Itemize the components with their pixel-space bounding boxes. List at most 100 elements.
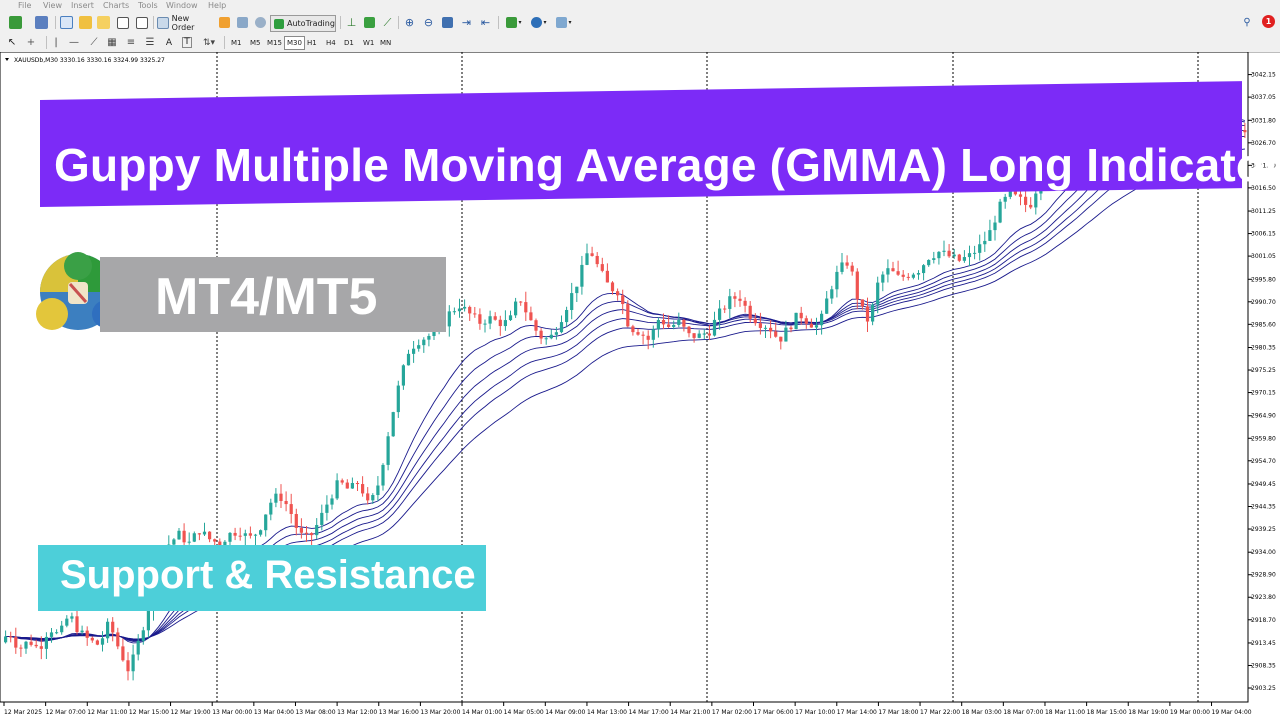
terminal-button[interactable] [115, 15, 130, 30]
periods-button[interactable]: ▾ [528, 15, 550, 30]
tile-windows-button[interactable] [440, 15, 455, 30]
navigator-button[interactable] [96, 15, 111, 30]
candle-bear [208, 531, 212, 540]
market-watch-icon [60, 16, 73, 29]
market-watch-button[interactable] [59, 15, 74, 30]
candle-bear [748, 305, 752, 319]
candle-bear [605, 270, 609, 283]
period-mn[interactable]: MN [380, 39, 392, 47]
market-button[interactable] [253, 15, 267, 30]
candle-bear [723, 308, 727, 310]
candle-bull [763, 327, 768, 329]
candle-bull [503, 320, 507, 327]
x-tick-label: 14 Mar 09:00 [545, 709, 585, 716]
bar-chart-button[interactable]: ⊥ [344, 15, 359, 30]
fibonacci-button[interactable]: ≡ [124, 35, 138, 50]
candle-bull [401, 365, 405, 386]
search-button[interactable]: ⚲ [1241, 15, 1253, 30]
period-m5[interactable]: M5 [250, 39, 261, 47]
menu-insert[interactable]: Insert [71, 1, 94, 10]
tester-button[interactable] [134, 15, 149, 30]
candle-bull [264, 514, 268, 531]
period-d1[interactable]: D1 [344, 39, 354, 47]
arrows-button[interactable]: ⇅▾ [199, 35, 219, 50]
candle-bull [927, 259, 931, 266]
menu-window[interactable]: Window [166, 1, 198, 10]
candle-bear [616, 291, 620, 296]
candle-bull [483, 323, 487, 325]
period-h1[interactable]: H1 [307, 39, 317, 47]
autoscroll-button[interactable]: ⇤ [478, 15, 493, 30]
candle-bull [65, 618, 69, 626]
menu-file[interactable]: File [18, 1, 32, 10]
candle-bull [656, 320, 660, 330]
autoscroll-icon: ⇤ [480, 16, 491, 29]
candle-bull [228, 532, 232, 542]
x-tick-label: 17 Mar 06:00 [754, 709, 794, 716]
candle-bear [901, 274, 905, 277]
crosshair-button[interactable]: + [24, 35, 38, 50]
indicators-button[interactable]: ▾ [503, 15, 525, 30]
zoom-out-button[interactable]: ⊖ [421, 15, 436, 30]
candle-bull [100, 638, 105, 645]
templates-button[interactable]: ▾ [553, 15, 575, 30]
candle-bull [962, 257, 966, 261]
vertical-line-button[interactable]: | [50, 35, 62, 50]
candle-bull [677, 319, 681, 325]
period-m30[interactable]: M30 [284, 36, 305, 50]
notification-badge[interactable]: 1 [1262, 15, 1275, 28]
line-chart-button[interactable]: ⟋ [380, 15, 395, 30]
new-chart-button[interactable] [4, 15, 26, 30]
x-tick-label: 17 Mar 10:00 [795, 709, 835, 716]
y-tick-label: 2954.70 [1251, 458, 1276, 465]
y-tick-label: 3037.05 [1251, 94, 1276, 101]
drawing-toolbar: ↖ + | — ⟋ ▦ ≡ ☰ A T ⇅▾ M1 M5 M15 M30 H1 … [0, 33, 1280, 53]
auto-trading-label: AutoTrading [287, 19, 335, 28]
signals-button[interactable] [235, 15, 249, 30]
candle-bull [728, 296, 732, 309]
period-w1[interactable]: W1 [363, 39, 375, 47]
menu-charts[interactable]: Charts [103, 1, 130, 10]
cursor-button[interactable]: ↖ [6, 35, 18, 50]
candle-bear [667, 324, 671, 327]
period-m15[interactable]: M15 [267, 39, 282, 47]
auto-trading-button[interactable]: AutoTrading [270, 15, 336, 32]
new-order-button[interactable]: New Order [157, 14, 213, 32]
candle-bull [978, 244, 982, 253]
expert-button[interactable] [217, 15, 231, 30]
period-m1[interactable]: M1 [231, 39, 242, 47]
candle-bull [24, 641, 28, 649]
y-tick-label: 2944.35 [1251, 503, 1276, 510]
menu-view[interactable]: View [43, 1, 62, 10]
line-chart-icon: ⟋ [383, 15, 392, 29]
candle-bull [585, 253, 589, 265]
fib-fan-button[interactable]: ☰ [143, 35, 157, 50]
menu-tools[interactable]: Tools [138, 1, 158, 10]
candle-bull [106, 621, 110, 639]
x-tick-label: 17 Mar 18:00 [878, 709, 918, 716]
candle-bull [259, 530, 263, 535]
text-label-button[interactable]: T [181, 35, 193, 50]
horizontal-line-button[interactable]: — [67, 35, 81, 50]
chart-shift-button[interactable]: ⇥ [459, 15, 474, 30]
candle-bull [983, 240, 987, 245]
x-tick-label: 13 Mar 20:00 [420, 709, 460, 716]
menu-help[interactable]: Help [208, 1, 227, 10]
candlestick-button[interactable] [362, 15, 377, 30]
candle-bull [565, 309, 569, 323]
data-window-button[interactable] [78, 15, 93, 30]
candle-bull [580, 264, 584, 287]
candle-bull [447, 311, 451, 327]
text-button[interactable]: A [163, 35, 175, 50]
period-h4[interactable]: H4 [326, 39, 336, 47]
candle-bull [544, 338, 548, 340]
candle-bear [9, 636, 13, 638]
y-tick-label: 2928.90 [1251, 572, 1276, 579]
profiles-button[interactable] [30, 15, 52, 30]
channel-button[interactable]: ▦ [105, 35, 119, 50]
candle-bull [417, 345, 421, 349]
zoom-in-button[interactable]: ⊕ [402, 15, 417, 30]
y-tick-label: 3031.80 [1251, 117, 1276, 124]
candle-bull [876, 282, 880, 305]
trendline-button[interactable]: ⟋ [87, 35, 101, 50]
